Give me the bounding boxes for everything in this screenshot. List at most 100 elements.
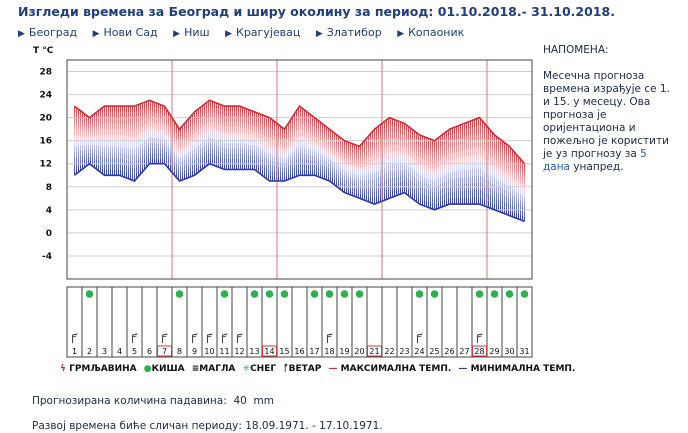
rain-icon (280, 290, 289, 298)
y-tick-label: 16 (39, 137, 52, 147)
wind-icon (417, 333, 423, 343)
legend-snow: ✳СНЕГ (242, 364, 277, 374)
similar-period-info: Развој времена биће сличан периоду: 18.0… (32, 420, 383, 432)
x-tick-label: 19 (339, 347, 349, 356)
page-title: Изгледи времена за Београд и ширу околин… (18, 4, 615, 19)
x-tick-label: 13 (249, 347, 259, 356)
precipitation-info: Прогнозирана количина падавина: 40 mm (32, 395, 274, 407)
x-tick-label: 28 (474, 347, 484, 356)
x-tick-label: 7 (162, 347, 167, 356)
wind-icon (327, 333, 333, 343)
five-day-forecast-link[interactable]: 5 дана (543, 148, 647, 173)
nav-link-novi-sad[interactable]: ▶ Нови Сад (92, 26, 158, 39)
y-tick-label: 20 (39, 114, 52, 124)
y-tick-label: -4 (42, 252, 52, 262)
x-tick-label: 14 (264, 347, 274, 356)
wind-icon (192, 333, 198, 343)
rain-icon (220, 290, 229, 298)
x-tick-label: 27 (459, 347, 469, 356)
legend-max-temp: — МАКСИМАЛНА ТЕМП. (328, 364, 452, 374)
y-axis-label: T °C (33, 46, 54, 56)
x-tick-label: 4 (117, 347, 122, 356)
temperature-hatch (74, 100, 525, 222)
y-tick-label: 12 (39, 160, 52, 170)
x-tick-label: 1 (72, 347, 77, 356)
note-text: Месечна прогноза времена израђује се 1. … (543, 70, 670, 160)
x-tick-label: 3 (102, 347, 107, 356)
plot-frame (66, 59, 533, 280)
x-tick-label: 21 (369, 347, 379, 356)
x-tick-label: 18 (324, 347, 334, 356)
y-axis: T °C 28 24 20 16 12 8 4 0 -4 (33, 46, 54, 262)
x-tick-label: 5 (132, 347, 137, 356)
y-tick-label: 4 (46, 206, 52, 216)
x-tick-label: 25 (429, 347, 439, 356)
wind-icon (222, 333, 228, 343)
arrow-right-icon: ▶ (173, 29, 181, 39)
x-tick-label: 8 (177, 347, 182, 356)
highlight-day-box (367, 345, 382, 357)
y-tick-label: 24 (39, 91, 52, 101)
x-tick-label: 29 (489, 347, 499, 356)
fog-icon: ≡ (191, 364, 200, 374)
legend-wind: ᚩВЕТАР (283, 364, 322, 374)
weather-panel (66, 286, 533, 358)
x-tick-label: 6 (147, 347, 152, 356)
wind-icon (207, 333, 213, 343)
nav-link-belgrade[interactable]: ▶ Београд (18, 26, 78, 39)
x-tick-label: 17 (309, 347, 319, 356)
x-tick-label: 20 (354, 347, 364, 356)
rain-icon (505, 290, 514, 298)
note-heading: НАПОМЕНА: (543, 44, 609, 56)
weather-frame (66, 286, 533, 358)
x-tick-label: 16 (294, 347, 304, 356)
rain-icon (475, 290, 484, 298)
x-tick-label: 10 (204, 347, 214, 356)
x-tick-label: 15 (279, 347, 289, 356)
legend-thunder: ϟ ГРМЉАВИНА (60, 364, 137, 374)
rain-icon (310, 290, 319, 298)
rain-icon (265, 290, 274, 298)
chart-legend: ϟ ГРМЉАВИНА ●КИША ≡МАГЛА ✳СНЕГ ᚩВЕТАР — … (60, 364, 579, 374)
y-tick-label: 28 (39, 68, 52, 78)
highlight-day-box (262, 345, 277, 357)
wind-icon (162, 333, 168, 343)
snowflake-icon: ✳ (242, 364, 251, 374)
legend-fog: ≡МАГЛА (191, 364, 236, 374)
red-line-icon: — (328, 364, 338, 374)
note-panel: НАПОМЕНА: Месечна прогноза времена израђ… (543, 44, 673, 174)
x-axis: 1 2 3 4 5 6 7 8 9 10 11 12 13 14 15 16 17 18 19 20 21 22 23 24 2… (72, 345, 530, 357)
legend-rain: ●КИША (143, 364, 185, 374)
x-tick-label: 9 (192, 347, 197, 356)
blue-line-icon: — (458, 364, 468, 374)
rain-icon (340, 290, 349, 298)
wind-flag-icon: ᚩ (283, 364, 289, 374)
highlight-day-box (472, 345, 487, 357)
y-tick-label: 0 (46, 229, 52, 239)
arrow-right-icon: ▶ (92, 29, 100, 39)
x-tick-label: 11 (219, 347, 229, 356)
precipitation-value: 40 (233, 395, 247, 407)
rain-icon (430, 290, 439, 298)
nav-link-kragujevac[interactable]: ▶ Крагујевац (225, 26, 301, 39)
min-temp-line (74, 162, 525, 223)
x-tick-label: 30 (504, 347, 514, 356)
nav-link-zlatibor[interactable]: ▶ Златибор (315, 26, 382, 39)
nav-link-nis[interactable]: ▶ Ниш (173, 26, 210, 39)
wind-icon (237, 333, 243, 343)
wind-icon (477, 333, 483, 343)
rain-icon (325, 290, 334, 298)
legend-min-temp: — МИНИМАЛНА ТЕМП. (458, 364, 576, 374)
nav-link-kopaonik[interactable]: ▶ Копаоник (397, 26, 465, 39)
rain-icon (490, 290, 499, 298)
highlight-day-box (157, 345, 172, 357)
chart-grid (66, 59, 533, 280)
x-tick-label: 2 (87, 347, 92, 356)
x-tick-label: 31 (519, 347, 529, 356)
rain-icon (85, 290, 94, 298)
max-temp-line (74, 99, 526, 165)
x-tick-label: 22 (384, 347, 394, 356)
city-nav: ▶ Београд ▶ Нови Сад ▶ Ниш ▶ Крагујевац ▶ Зла… (18, 26, 476, 39)
rain-icon (175, 290, 184, 298)
